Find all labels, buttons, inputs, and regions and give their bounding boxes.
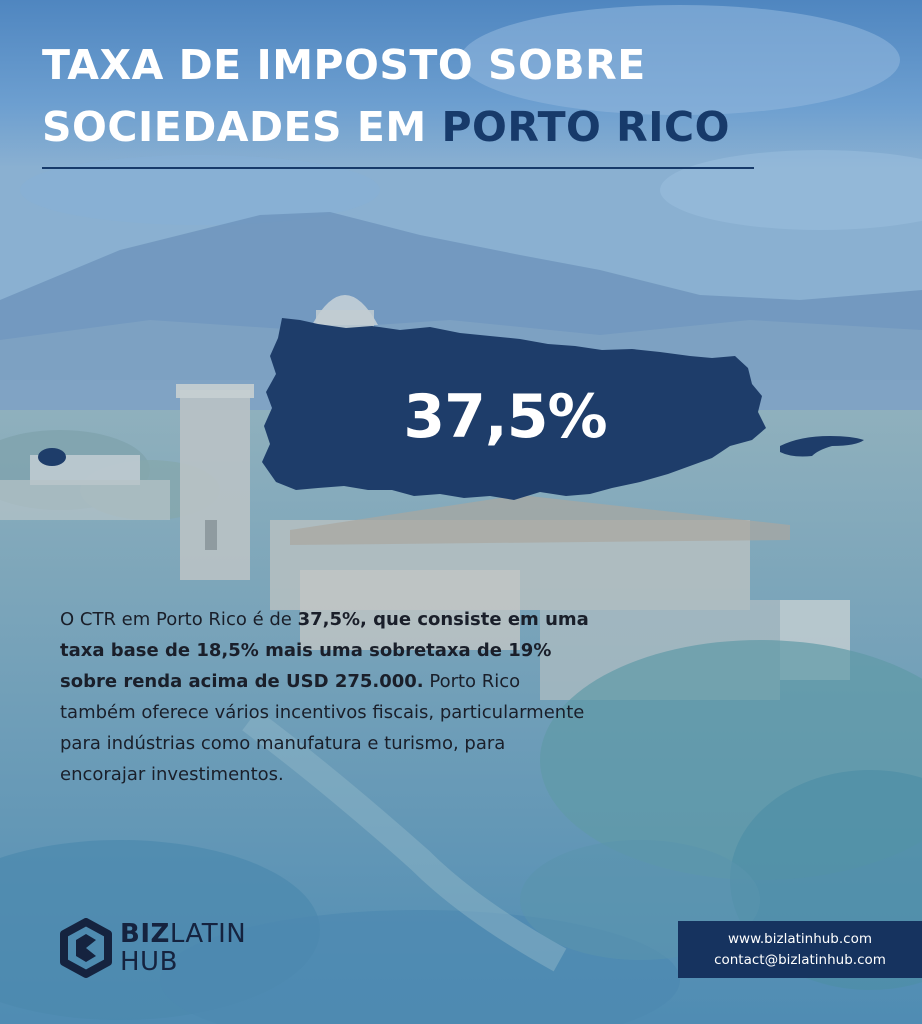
- title-line-2-prefix: SOCIEDADES EM: [42, 103, 442, 151]
- logo-wordmark: BIZLATIN HUB: [120, 920, 246, 976]
- logo-latin: LATIN: [169, 919, 247, 949]
- logo-hub: HUB: [120, 947, 178, 977]
- description-intro: O CTR em Porto Rico é de: [60, 609, 298, 630]
- logo-biz: BIZ: [120, 919, 170, 949]
- description-rest: Porto Rico também oferece vários incenti…: [60, 671, 585, 785]
- tax-rate-value: 37,5%: [403, 382, 607, 452]
- logo-hexagon-icon: [60, 918, 112, 978]
- description-bold: 37,5%, que consiste em uma taxa base de …: [60, 609, 589, 692]
- email-link[interactable]: contact@bizlatinhub.com: [714, 952, 886, 968]
- website-link[interactable]: www.bizlatinhub.com: [727, 931, 872, 947]
- contact-box: www.bizlatinhub.com contact@bizlatinhub.…: [678, 921, 922, 978]
- title-line-2-accent: PORTO RICO: [441, 103, 730, 151]
- title-line-1: TAXA DE IMPOSTO SOBRE: [42, 41, 646, 89]
- page-title: TAXA DE IMPOSTO SOBRE SOCIEDADES EM PORT…: [42, 34, 754, 158]
- bizlatinhub-logo: BIZLATIN HUB: [58, 918, 288, 982]
- description-paragraph: O CTR em Porto Rico é de 37,5%, que cons…: [60, 604, 590, 790]
- title-underline: [42, 167, 754, 169]
